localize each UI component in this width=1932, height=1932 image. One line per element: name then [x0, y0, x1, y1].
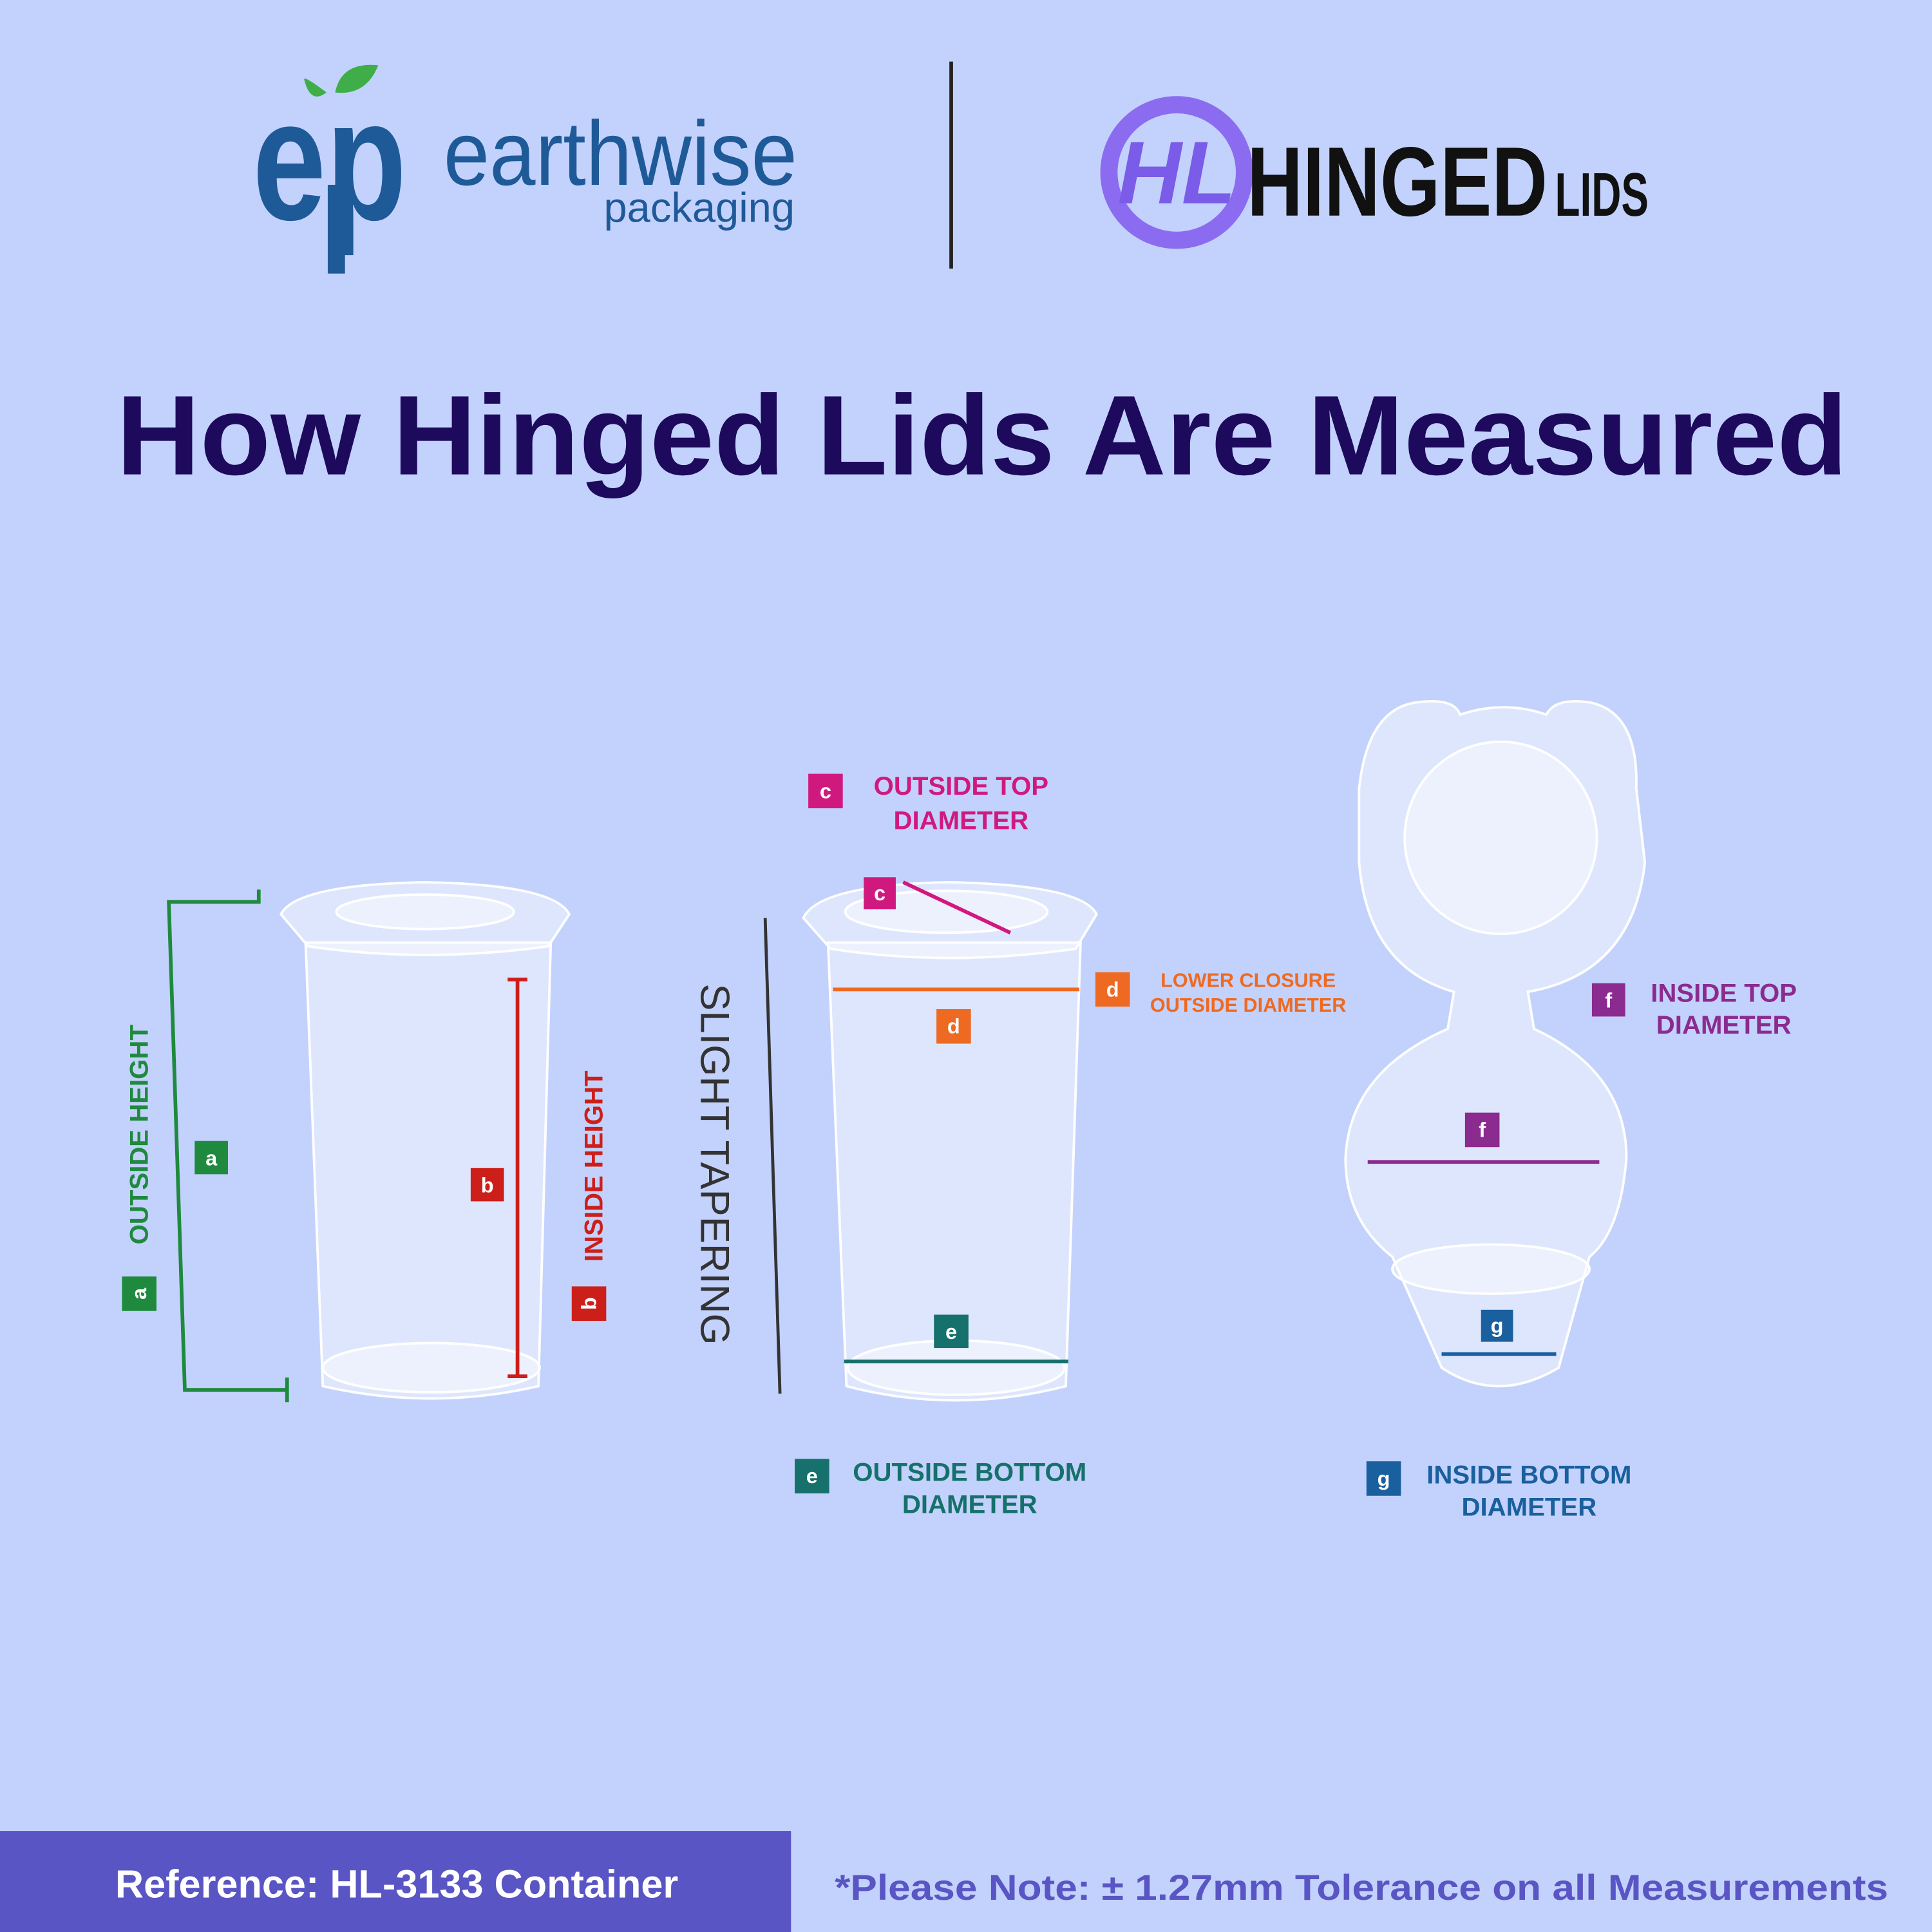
badge [122, 1276, 156, 1311]
measurement-label: DIAMETER [1462, 1492, 1597, 1521]
badge-letter: e [806, 1464, 818, 1488]
logo-ring [1100, 96, 1253, 249]
leaf-icon [304, 64, 379, 97]
measurement-label: OUTSIDE BOTTOM [853, 1458, 1086, 1487]
badge-letter: b [578, 1297, 601, 1310]
container-base [321, 1341, 541, 1394]
badge-letter: b [481, 1174, 494, 1197]
badge [194, 1141, 228, 1175]
measurement-label: OUTSIDE DIAMETER [1150, 994, 1346, 1016]
measurement-label: DIAMETER [1656, 1010, 1792, 1039]
container-open [1344, 699, 1647, 1388]
container-base [846, 1339, 1066, 1396]
badge-letter: a [205, 1146, 218, 1170]
badge [1464, 1112, 1500, 1148]
badge [1481, 1309, 1513, 1342]
badge [470, 1168, 504, 1202]
measurement-label: INSIDE HEIGHT [580, 1070, 609, 1262]
badge-letter: e [945, 1320, 957, 1343]
badge [808, 773, 843, 809]
badge-letter: f [1605, 989, 1612, 1012]
logo-name: HINGED [1247, 127, 1548, 237]
measurement-label: DIAMETER [893, 806, 1028, 835]
dimension-c [902, 880, 1012, 934]
badge-letter: d [947, 1015, 960, 1038]
badge [934, 1314, 969, 1349]
badge-letter: g [1378, 1467, 1390, 1490]
taper-line [763, 918, 782, 1394]
logo-suffix: LIDS [1555, 160, 1649, 229]
container-lid [279, 880, 571, 956]
footer-note: *Please Note: ± 1.27mm Tolerance on all … [835, 1868, 1888, 1908]
footer-band [0, 1831, 791, 1932]
measurement-label: LOWER CLOSURE [1160, 970, 1336, 992]
container-body [304, 941, 553, 1400]
lid-inner [1403, 740, 1598, 936]
cup-rim [1391, 1243, 1591, 1295]
badge [1366, 1461, 1401, 1496]
badge [1095, 972, 1130, 1007]
measurement-label: OUTSIDE HEIGHT [125, 1025, 154, 1245]
container-body [826, 941, 1082, 1402]
group: a OUTSIDE HEIGHT [122, 1025, 156, 1311]
badge-letter: c [874, 882, 886, 905]
badge [1591, 983, 1625, 1017]
title: How Hinged Lids Are Measured [117, 373, 1848, 499]
lid-top [335, 893, 515, 931]
badge-letter: a [128, 1287, 151, 1300]
badge-letter: c [820, 779, 831, 802]
badge-letter: g [1491, 1314, 1504, 1338]
logo-stem [327, 184, 345, 274]
logo-name: earthwise [444, 103, 797, 205]
measurement-label: OUTSIDE TOP [874, 772, 1048, 800]
measurement-label: INSIDE TOP [1651, 978, 1797, 1007]
badge-letter: d [1106, 978, 1119, 1001]
annotation: SLIGHT TAPERING [692, 983, 737, 1345]
badge [864, 877, 896, 909]
footer-reference: Reference: HL-3133 Container [115, 1862, 678, 1906]
logo-monogram: HL [1117, 124, 1236, 223]
logo-tagline: packaging [603, 184, 795, 231]
badge [936, 1009, 971, 1044]
measurement-label: INSIDE BOTTOM [1426, 1461, 1631, 1490]
badge [795, 1459, 829, 1493]
badge-letter: f [1479, 1118, 1486, 1141]
group: b INSIDE HEIGHT [571, 1070, 609, 1321]
badge [571, 1286, 607, 1321]
dimension-a [167, 889, 289, 1403]
measurement-label: DIAMETER [902, 1490, 1037, 1519]
